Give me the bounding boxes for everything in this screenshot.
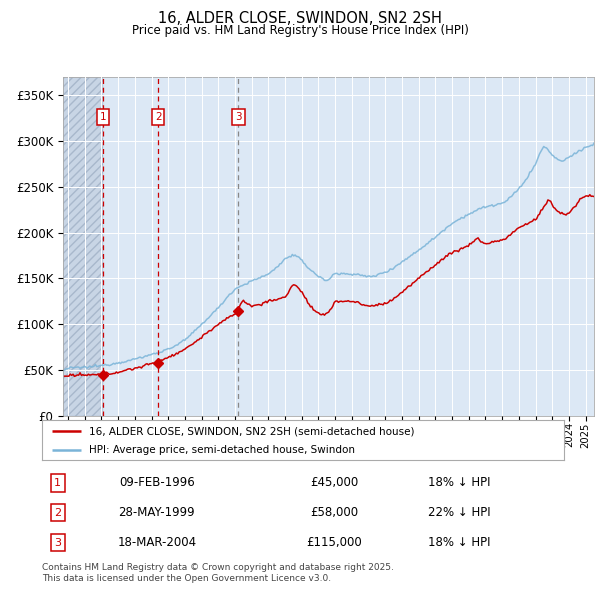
Bar: [63, 77, 103, 416]
Text: 3: 3: [54, 537, 61, 548]
Text: 18-MAR-2004: 18-MAR-2004: [117, 536, 196, 549]
Text: £58,000: £58,000: [310, 506, 358, 519]
Text: 16, ALDER CLOSE, SWINDON, SN2 2SH: 16, ALDER CLOSE, SWINDON, SN2 2SH: [158, 11, 442, 25]
Text: 2: 2: [54, 508, 61, 518]
Text: Contains HM Land Registry data © Crown copyright and database right 2025.
This d: Contains HM Land Registry data © Crown c…: [42, 563, 394, 583]
Text: 16, ALDER CLOSE, SWINDON, SN2 2SH (semi-detached house): 16, ALDER CLOSE, SWINDON, SN2 2SH (semi-…: [89, 427, 415, 437]
Text: 28-MAY-1999: 28-MAY-1999: [119, 506, 195, 519]
Text: 1: 1: [100, 113, 106, 122]
Text: 22% ↓ HPI: 22% ↓ HPI: [428, 506, 491, 519]
Text: HPI: Average price, semi-detached house, Swindon: HPI: Average price, semi-detached house,…: [89, 445, 355, 455]
Text: 2: 2: [155, 113, 161, 122]
Text: 3: 3: [235, 113, 242, 122]
Text: 18% ↓ HPI: 18% ↓ HPI: [428, 477, 491, 490]
Text: 1: 1: [54, 478, 61, 488]
Text: 18% ↓ HPI: 18% ↓ HPI: [428, 536, 491, 549]
Text: £115,000: £115,000: [307, 536, 362, 549]
Text: £45,000: £45,000: [310, 477, 358, 490]
Text: 09-FEB-1996: 09-FEB-1996: [119, 477, 195, 490]
Text: Price paid vs. HM Land Registry's House Price Index (HPI): Price paid vs. HM Land Registry's House …: [131, 24, 469, 37]
